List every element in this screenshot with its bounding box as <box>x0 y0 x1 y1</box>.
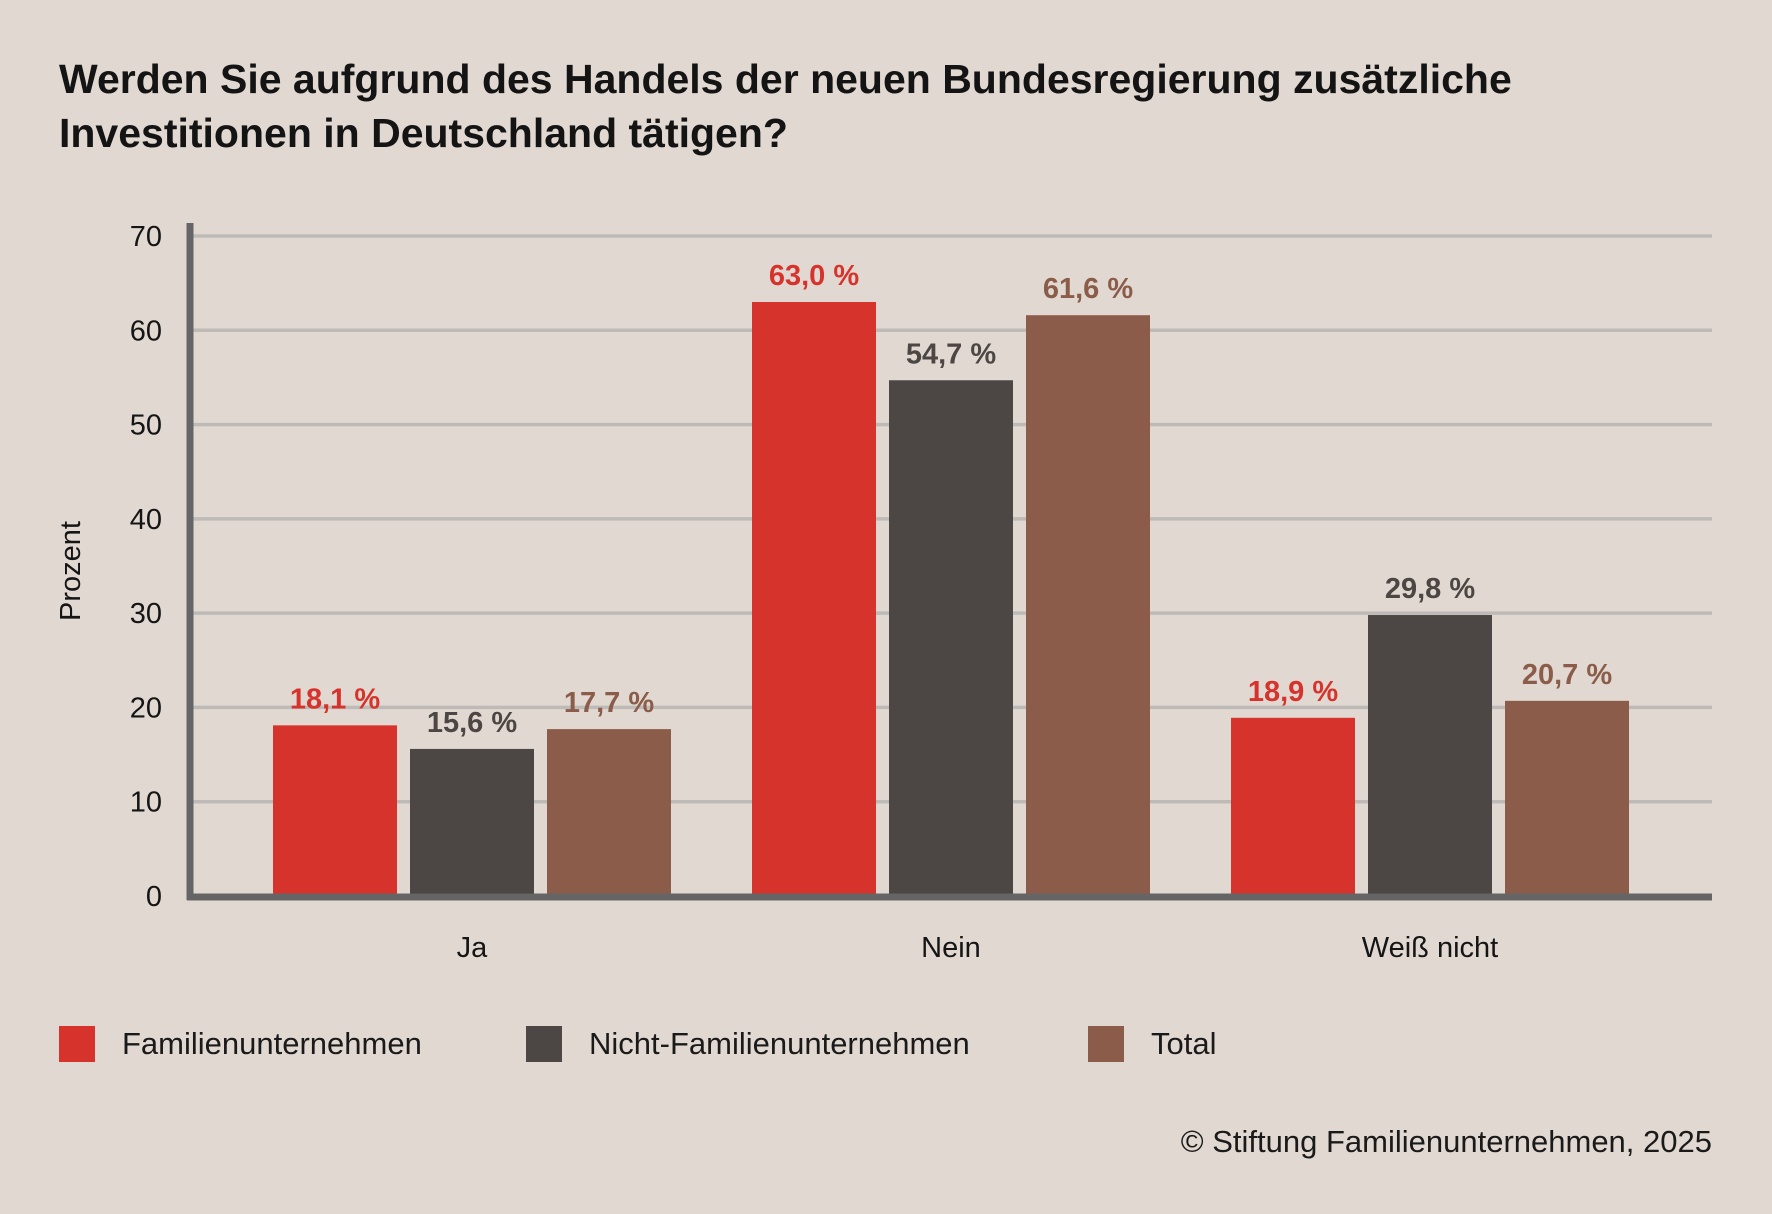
legend-label: Familienunternehmen <box>122 1026 422 1061</box>
bar <box>273 725 397 896</box>
bar <box>1368 615 1492 896</box>
data-label: 15,6 % <box>427 707 517 739</box>
chart-title: Werden Sie aufgrund des Handels der neue… <box>59 56 1512 156</box>
y-axis-label: Prozent <box>55 521 87 621</box>
data-label: 20,7 % <box>1522 659 1612 691</box>
bar <box>1026 315 1150 896</box>
y-tick-label: 60 <box>130 315 162 347</box>
legend-swatch <box>59 1026 95 1062</box>
y-tick-label: 30 <box>130 598 162 630</box>
legend-swatch <box>1088 1026 1124 1062</box>
data-label: 29,8 % <box>1385 573 1475 605</box>
x-tick-label: Nein <box>921 932 981 964</box>
bar <box>1505 700 1629 896</box>
legend-swatch <box>526 1026 562 1062</box>
y-tick-label: 10 <box>130 787 162 819</box>
legend-item-total: Total <box>1088 1026 1216 1062</box>
bar <box>1231 717 1355 896</box>
data-label: 18,1 % <box>290 683 380 715</box>
y-tick-label: 70 <box>130 221 162 253</box>
bar-chart: 0 10 20 30 40 50 60 70 Prozent 18,1 % 15,6 % 17,7 %… <box>55 221 1712 964</box>
bar <box>752 302 876 896</box>
bar <box>410 748 534 896</box>
legend-label: Total <box>1151 1026 1217 1061</box>
y-tick-label: 50 <box>130 410 162 442</box>
legend-item-familienunternehmen: Familienunternehmen <box>59 1026 422 1062</box>
legend-label: Nicht-Familienunternehmen <box>589 1026 970 1061</box>
data-label: 54,7 % <box>906 338 996 370</box>
y-tick-label: 0 <box>146 881 162 913</box>
y-tick-label: 20 <box>130 692 162 724</box>
y-tick-label: 40 <box>130 504 162 536</box>
source-credit: © Stiftung Familienunternehmen, 2025 <box>1180 1124 1712 1159</box>
data-label: 61,6 % <box>1043 273 1133 305</box>
data-label: 63,0 % <box>769 260 859 292</box>
data-label: 17,7 % <box>564 687 654 719</box>
legend-item-nicht-familienunternehmen: Nicht-Familienunternehmen <box>526 1026 970 1062</box>
bar <box>889 380 1013 896</box>
x-tick-label: Weiß nicht <box>1362 932 1498 964</box>
bar <box>547 729 671 896</box>
data-label: 18,9 % <box>1248 676 1338 708</box>
x-tick-label: Ja <box>457 932 489 964</box>
